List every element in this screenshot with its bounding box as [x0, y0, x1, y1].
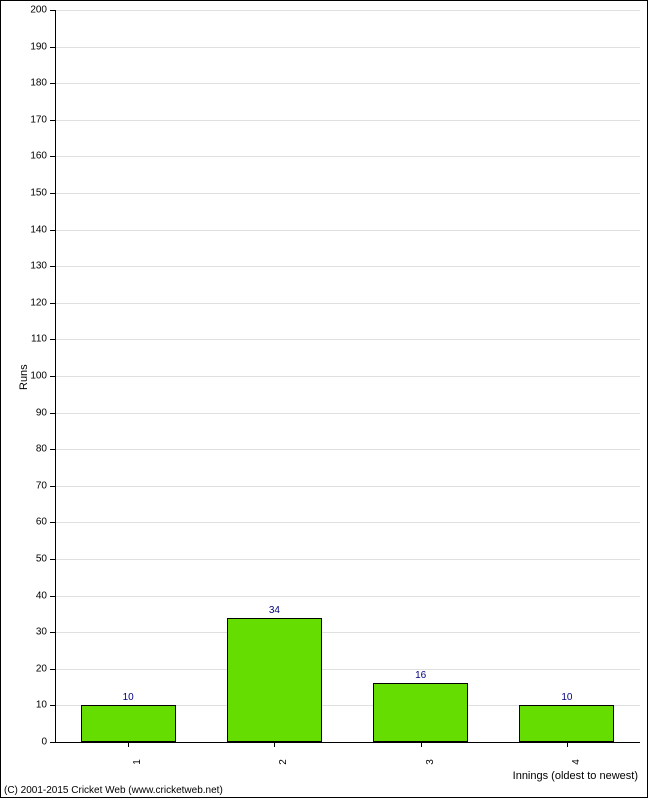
- y-tick-label: 0: [0, 737, 47, 748]
- y-tick-label: 40: [0, 590, 47, 601]
- x-tick-label: 4: [571, 759, 582, 765]
- gridline: [55, 339, 640, 340]
- y-tick-label: 140: [0, 224, 47, 235]
- bar-value-label: 34: [269, 605, 280, 616]
- y-tick-label: 30: [0, 627, 47, 638]
- x-tick: [421, 742, 422, 747]
- gridline: [55, 10, 640, 11]
- y-axis-line: [55, 10, 56, 742]
- gridline: [55, 83, 640, 84]
- plot-area: [55, 10, 640, 742]
- y-tick-label: 110: [0, 334, 47, 345]
- y-tick-label: 10: [0, 700, 47, 711]
- gridline: [55, 230, 640, 231]
- gridline: [55, 120, 640, 121]
- y-tick-label: 100: [0, 371, 47, 382]
- x-tick-label: 1: [132, 759, 143, 765]
- x-tick-label: 3: [425, 759, 436, 765]
- bar: [227, 618, 322, 742]
- gridline: [55, 669, 640, 670]
- y-tick-label: 70: [0, 480, 47, 491]
- bar-value-label: 16: [415, 670, 426, 681]
- y-tick-label: 150: [0, 188, 47, 199]
- gridline: [55, 156, 640, 157]
- x-axis-line: [55, 742, 640, 743]
- gridline: [55, 449, 640, 450]
- y-tick-label: 80: [0, 444, 47, 455]
- x-tick: [128, 742, 129, 747]
- y-tick-label: 190: [0, 41, 47, 52]
- gridline: [55, 47, 640, 48]
- gridline: [55, 486, 640, 487]
- gridline: [55, 596, 640, 597]
- y-tick-label: 50: [0, 554, 47, 565]
- y-tick-label: 170: [0, 114, 47, 125]
- y-tick-label: 60: [0, 517, 47, 528]
- gridline: [55, 413, 640, 414]
- x-tick-label: 2: [278, 759, 289, 765]
- y-tick-label: 160: [0, 151, 47, 162]
- y-tick-label: 130: [0, 261, 47, 272]
- gridline: [55, 376, 640, 377]
- y-tick-label: 90: [0, 407, 47, 418]
- y-tick-label: 20: [0, 663, 47, 674]
- y-tick-label: 120: [0, 297, 47, 308]
- bar: [373, 683, 468, 742]
- x-axis-title: Innings (oldest to newest): [513, 770, 638, 782]
- bar-value-label: 10: [123, 692, 134, 703]
- x-tick: [274, 742, 275, 747]
- y-tick-label: 180: [0, 78, 47, 89]
- gridline: [55, 522, 640, 523]
- y-tick-label: 200: [0, 5, 47, 16]
- chart-container: Runs Innings (oldest to newest) (C) 2001…: [0, 0, 650, 800]
- gridline: [55, 193, 640, 194]
- bar: [81, 705, 176, 742]
- bar: [519, 705, 614, 742]
- gridline: [55, 303, 640, 304]
- gridline: [55, 266, 640, 267]
- gridline: [55, 632, 640, 633]
- x-tick: [567, 742, 568, 747]
- bar-value-label: 10: [561, 692, 572, 703]
- copyright-text: (C) 2001-2015 Cricket Web (www.cricketwe…: [4, 785, 223, 796]
- gridline: [55, 559, 640, 560]
